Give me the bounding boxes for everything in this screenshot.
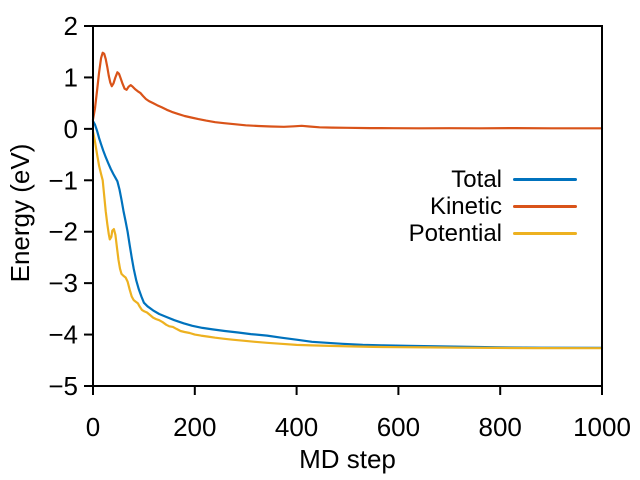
- x-tick-label: 400: [275, 412, 318, 442]
- y-tick-label: −1: [48, 165, 78, 195]
- x-tick-label: 800: [479, 412, 522, 442]
- x-tick-label: 200: [173, 412, 216, 442]
- plot-frame: [92, 25, 603, 387]
- y-tick-label: 1: [64, 62, 78, 92]
- legend-line-sample-total: [513, 178, 577, 181]
- series-line-potential: [91, 130, 604, 350]
- y-axis-label: Energy (eV): [5, 143, 35, 283]
- legend-label-potential: Potential: [408, 219, 502, 247]
- legend-line-sample-kinetic: [513, 205, 577, 208]
- y-tick-label: −3: [48, 268, 78, 298]
- y-tick-label: −4: [48, 320, 78, 350]
- legend-label-kinetic: Kinetic: [429, 192, 502, 220]
- legend-item-total: Total: [409, 166, 577, 193]
- y-tick-label: −2: [48, 217, 78, 247]
- series-line-total: [91, 119, 604, 349]
- legend-item-kinetic: Kinetic: [409, 193, 577, 220]
- x-axis-label: MD step: [299, 444, 396, 474]
- legend-item-potential: Potential: [409, 220, 577, 247]
- legend-label-total: Total: [451, 165, 502, 193]
- series-line-kinetic: [91, 51, 604, 130]
- x-tick-label: 0: [86, 412, 100, 442]
- legend-line-sample-potential: [513, 232, 577, 235]
- y-tick-label: 2: [64, 11, 78, 41]
- y-tick-label: −5: [48, 371, 78, 401]
- legend: Total Kinetic Potential: [409, 166, 577, 247]
- x-tick-label: 600: [377, 412, 420, 442]
- x-tick-label: 1000: [573, 412, 631, 442]
- y-tick-label: 0: [64, 114, 78, 144]
